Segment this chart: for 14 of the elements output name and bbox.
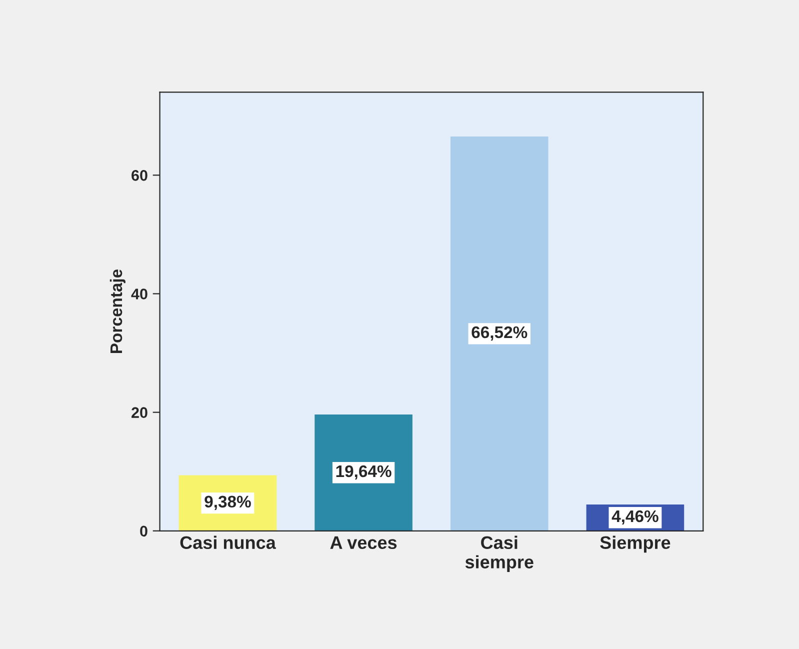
x-tick-label: Siempre [600,536,670,553]
y-tick-label: 20 [132,407,148,418]
bar [450,136,548,531]
y-axis-title: Porcentaje [110,269,126,354]
x-tick-label: A veces [330,536,397,550]
x-tick-label: Casi siempre [465,536,534,572]
y-tick-label: 40 [131,288,148,300]
data-label: 19,64% [336,465,392,480]
x-tick-label: Casi nunca [180,536,276,550]
y-tick-label: 0 [140,526,148,537]
data-label: 4,46% [612,510,658,525]
data-label: 66,52% [472,326,528,341]
y-tick-label: 60 [132,170,148,181]
data-label: 9,38% [204,496,251,510]
